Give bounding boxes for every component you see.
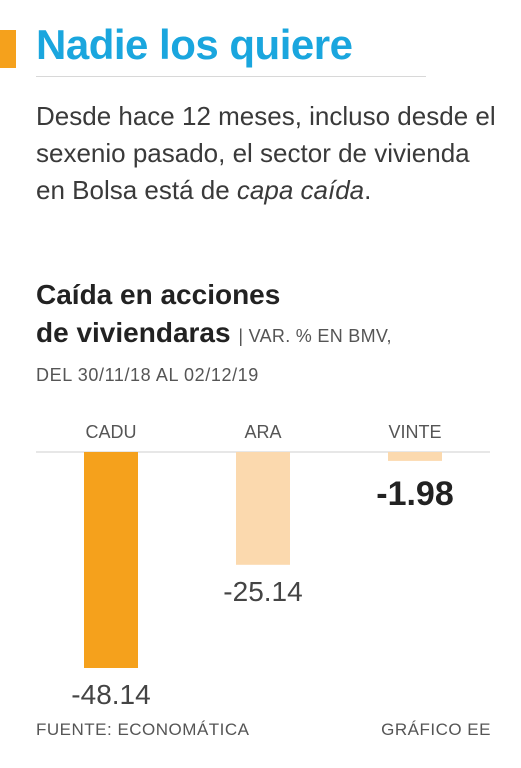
source-note: FUENTE: ECONOMÁTICA	[36, 720, 250, 739]
headline-divider	[36, 76, 426, 77]
headline: Nadie los quiere	[36, 21, 353, 68]
chart-subtitle-part2: DEL 30/11/18 AL 02/12/19	[36, 365, 259, 385]
intro-paragraph: Desde hace 12 meses, incluso desde el se…	[36, 98, 496, 209]
intro-end: .	[364, 175, 372, 205]
value-label-ara: -25.14	[223, 576, 302, 607]
accent-bar	[0, 30, 16, 68]
graphic-credit: GRÁFICO EE	[381, 720, 491, 739]
bar-ara	[236, 452, 290, 565]
category-label-cadu: CADU	[85, 422, 136, 442]
intro-text: Desde hace 12 meses, incluso desde el se…	[36, 101, 496, 205]
bar-vinte	[388, 452, 442, 461]
chart-title-line2: de viviendaras	[36, 317, 231, 348]
intro-emphasis: capa caída	[236, 175, 365, 205]
value-label-cadu: -48.14	[71, 679, 150, 710]
chart-title: Caída en acciones de viviendaras | VAR. …	[36, 276, 516, 355]
category-label-ara: ARA	[244, 422, 281, 442]
value-label-vinte: -1.98	[376, 475, 454, 513]
bar-cadu	[84, 452, 138, 668]
chart-subtitle-part1: | VAR. % EN BMV,	[238, 326, 392, 346]
chart-title-line1: Caída en acciones	[36, 279, 281, 310]
category-label-vinte: VINTE	[388, 422, 441, 442]
